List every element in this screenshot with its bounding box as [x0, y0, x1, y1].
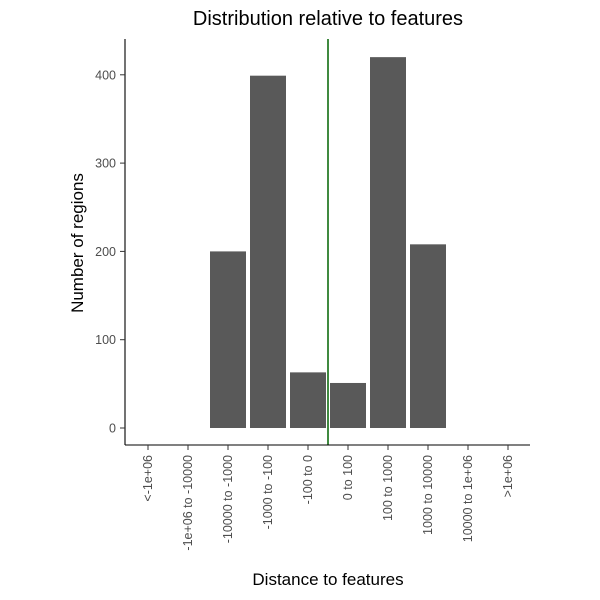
y-tick-label: 300: [95, 157, 116, 171]
bars-group: [210, 57, 446, 429]
bar-2: [210, 251, 246, 428]
x-tick-label: <-1e+06: [141, 455, 155, 502]
x-tick-label: -1000 to -100: [261, 455, 275, 529]
x-tick-label: 1000 to 10000: [421, 455, 435, 535]
y-axis-title: Number of regions: [68, 173, 87, 313]
x-tick-label: -1e+06 to -10000: [181, 455, 195, 551]
bar-3: [250, 75, 286, 429]
bar-7: [410, 244, 446, 428]
x-tick-label: 0 to 100: [341, 455, 355, 500]
chart-title: Distribution relative to features: [193, 8, 463, 30]
bar-5: [330, 382, 366, 428]
x-axis-title: Distance to features: [252, 570, 403, 589]
y-tick-label: 0: [109, 422, 116, 436]
y-tick-label: 100: [95, 333, 116, 347]
bar-4: [290, 372, 326, 428]
x-tick-label: 100 to 1000: [381, 455, 395, 521]
y-tick-label: 400: [95, 68, 116, 82]
y-tick-label: 200: [95, 245, 116, 259]
x-tick-label: 10000 to 1e+06: [461, 455, 475, 542]
x-tick-label: >1e+06: [501, 455, 515, 497]
x-tick-label: -10000 to -1000: [221, 455, 235, 543]
bar-6: [370, 57, 406, 428]
x-ticks-group: <-1e+06 -1e+06 to -10000 -10000 to -1000 -1…: [141, 445, 515, 551]
x-tick-label: -100 to 0: [301, 455, 315, 504]
y-ticks-group: 0 100 200 300 400: [95, 68, 125, 436]
